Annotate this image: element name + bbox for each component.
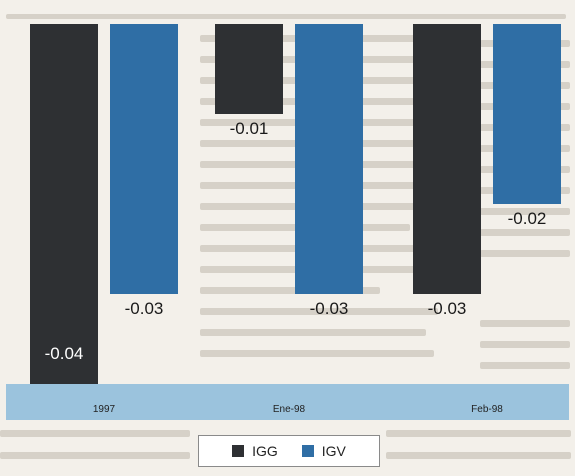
category-tick-label: Ene-98 [273,404,306,415]
background-text-line [200,287,380,294]
background-text-line [0,452,190,459]
background-text-line [480,250,570,257]
background-text-line [480,362,570,369]
category-axis-band [6,384,569,420]
data-label-igg-ene-98: -0.01 [230,119,269,138]
background-text-line [0,430,190,437]
data-label-igg-feb-98: -0.03 [428,299,467,318]
legend-swatch-igv [301,445,314,457]
category-tick-label: 1997 [93,404,116,415]
bar-igv-1997 [110,24,178,294]
background-text-line [200,350,434,357]
legend-label-igg: IGG [252,443,278,459]
bar-igv-ene-98 [295,24,363,294]
background-text-line [200,329,426,336]
data-label-igg-1997: -0.04 [45,344,84,363]
background-text-line [6,14,566,19]
bar-igg-ene-98 [215,24,283,114]
labels-layer: -0.04 -0.03 -0.01 -0.03 -0.03 -0.02 [45,119,547,363]
bar-igg-1997 [30,24,98,384]
bar-igv-feb-98 [493,24,561,204]
legend-item-igv: IGV [301,443,346,459]
data-label-igv-1997: -0.03 [125,299,164,318]
legend: IGG IGV [198,435,380,467]
background-text-line [386,452,571,459]
category-ticks-layer: 1997 Ene-98 Feb-98 [93,404,503,415]
data-label-igv-feb-98: -0.02 [508,209,547,228]
background-text-line [480,320,570,327]
background-text-line [480,208,570,215]
bars-layer [30,24,561,384]
background-text-line [386,430,571,437]
data-label-igv-ene-98: -0.03 [310,299,349,318]
legend-item-igg: IGG [232,443,278,459]
legend-swatch-igg [232,445,245,457]
category-tick-label: Feb-98 [471,404,503,415]
background-text-line [200,308,438,315]
legend-label-igv: IGV [321,443,346,459]
background-text-line [480,229,570,236]
bar-igg-feb-98 [413,24,481,294]
background-text-line [480,341,570,348]
